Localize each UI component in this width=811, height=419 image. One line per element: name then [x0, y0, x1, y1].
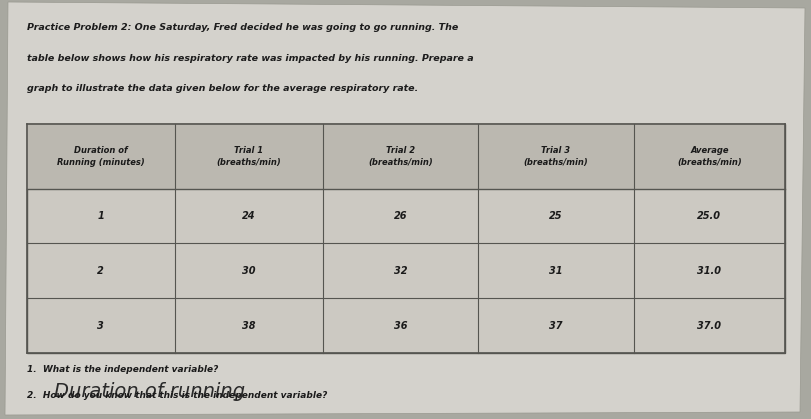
Bar: [27, 124, 784, 353]
Text: 24: 24: [242, 211, 255, 221]
Text: 25: 25: [548, 211, 562, 221]
Polygon shape: [5, 2, 804, 415]
Text: graph to illustrate the data given below for the average respiratory rate.: graph to illustrate the data given below…: [27, 84, 418, 93]
Text: Trial 2
(breaths/min): Trial 2 (breaths/min): [367, 146, 432, 166]
Text: 32: 32: [393, 266, 406, 276]
Text: 37.0: 37.0: [697, 321, 720, 331]
Text: table below shows how his respiratory rate was impacted by his running. Prepare : table below shows how his respiratory ra…: [27, 54, 473, 62]
Text: 31.0: 31.0: [697, 266, 720, 276]
Text: Trial 1
(breaths/min): Trial 1 (breaths/min): [216, 146, 281, 166]
Text: 26: 26: [393, 211, 406, 221]
Text: 31: 31: [548, 266, 562, 276]
Text: 36: 36: [393, 321, 406, 331]
Text: Practice Problem 2: One Saturday, Fred decided he was going to go running. The: Practice Problem 2: One Saturday, Fred d…: [27, 23, 457, 32]
Text: 25.0: 25.0: [697, 211, 720, 221]
Text: 30: 30: [242, 266, 255, 276]
Text: 2.  How do you know that this is the independent variable?: 2. How do you know that this is the inde…: [27, 391, 327, 400]
Text: Duration of running: Duration of running: [54, 382, 245, 401]
Text: 1: 1: [97, 211, 104, 221]
Text: 1.  What is the independent variable?: 1. What is the independent variable?: [27, 365, 218, 375]
Text: Average
(breaths/min): Average (breaths/min): [676, 146, 740, 166]
Text: 2: 2: [97, 266, 104, 276]
Text: 38: 38: [242, 321, 255, 331]
Bar: [27, 124, 784, 189]
Text: Duration of
Running (minutes): Duration of Running (minutes): [57, 146, 144, 166]
Text: Trial 3
(breaths/min): Trial 3 (breaths/min): [523, 146, 587, 166]
Text: 37: 37: [548, 321, 562, 331]
Text: 3: 3: [97, 321, 104, 331]
